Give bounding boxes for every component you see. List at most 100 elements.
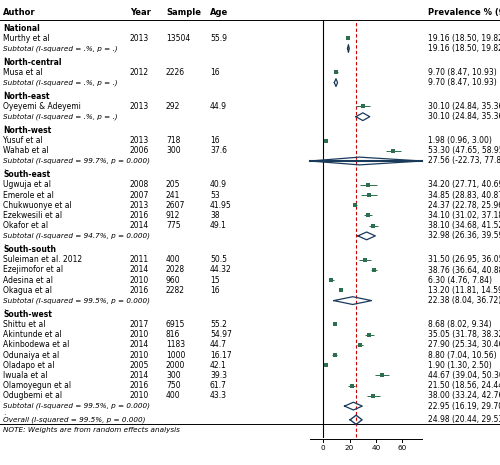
Text: 2016: 2016 [130,211,149,220]
Text: 16: 16 [210,68,220,77]
Text: 34.85 (28.83, 40.87): 34.85 (28.83, 40.87) [428,191,500,199]
Text: Subtotal (I-squared = 99.5%, p = 0.000): Subtotal (I-squared = 99.5%, p = 0.000) [3,403,150,409]
Text: Subtotal (I-squared = 94.7%, p = 0.000): Subtotal (I-squared = 94.7%, p = 0.000) [3,232,150,239]
Text: 22.95 (16.19, 29.70): 22.95 (16.19, 29.70) [428,402,500,411]
Text: Year: Year [130,8,151,17]
Text: 816: 816 [166,330,180,339]
Text: 44.9: 44.9 [210,102,227,111]
Text: 40: 40 [372,445,380,451]
Text: 38: 38 [210,211,220,220]
Text: Subtotal (I-squared = 99.7%, p = 0.000): Subtotal (I-squared = 99.7%, p = 0.000) [3,158,150,164]
Text: South-east: South-east [3,170,50,179]
Text: 0: 0 [321,445,326,451]
Text: North-east: North-east [3,92,50,101]
Text: 55.2: 55.2 [210,320,227,329]
Text: Age: Age [210,8,228,17]
Text: Author: Author [3,8,35,17]
Text: National: National [3,24,40,33]
Text: Yusuf et al: Yusuf et al [3,136,43,145]
Text: 8.68 (8.02, 9.34): 8.68 (8.02, 9.34) [428,320,492,329]
Text: 6.30 (4.76, 7.84): 6.30 (4.76, 7.84) [428,276,492,285]
Text: 241: 241 [166,191,180,199]
Text: .: . [3,51,6,60]
Text: 205: 205 [166,180,180,189]
Text: Subtotal (I-squared = .%, p = .): Subtotal (I-squared = .%, p = .) [3,45,117,52]
Text: 2014: 2014 [130,340,149,349]
Text: 35.05 (31.78, 38.32): 35.05 (31.78, 38.32) [428,330,500,339]
Text: South-west: South-west [3,310,52,319]
Text: 16: 16 [210,136,220,145]
Text: 400: 400 [166,255,180,264]
Text: 61.7: 61.7 [210,381,227,390]
Text: 21.50 (18.56, 24.44): 21.50 (18.56, 24.44) [428,381,500,390]
Text: 2013: 2013 [130,201,149,210]
Text: 9.70 (8.47, 10.93): 9.70 (8.47, 10.93) [428,78,497,87]
Text: 2007: 2007 [130,191,150,199]
Text: 2282: 2282 [166,286,185,295]
Text: 44.32: 44.32 [210,266,232,274]
Text: 2010: 2010 [130,276,149,285]
Text: 775: 775 [166,221,180,230]
Text: 42.1: 42.1 [210,361,227,370]
Text: 2014: 2014 [130,266,149,274]
Text: 2013: 2013 [130,102,149,111]
Text: 53.30 (47.65, 58.95): 53.30 (47.65, 58.95) [428,146,500,155]
Text: 2008: 2008 [130,180,149,189]
Text: 2010: 2010 [130,392,149,400]
Text: 16: 16 [210,286,220,295]
Text: 2226: 2226 [166,68,185,77]
Text: 44.67 (39.04, 50.30): 44.67 (39.04, 50.30) [428,371,500,380]
Text: Odugbemi et al: Odugbemi et al [3,392,62,400]
Text: 30.10 (24.84, 35.36): 30.10 (24.84, 35.36) [428,112,500,121]
Text: Musa et al: Musa et al [3,68,43,77]
Text: 13504: 13504 [166,34,190,43]
Text: Akinbodewa et al: Akinbodewa et al [3,340,70,349]
Text: 30.10 (24.84, 35.36): 30.10 (24.84, 35.36) [428,102,500,111]
Text: Adesina et al: Adesina et al [3,276,53,285]
Text: 2016: 2016 [130,286,149,295]
Text: 2016: 2016 [130,381,149,390]
Text: .: . [3,163,6,173]
Text: Suleiman et al. 2012: Suleiman et al. 2012 [3,255,82,264]
Text: 22.38 (8.04, 36.72): 22.38 (8.04, 36.72) [428,296,500,305]
Text: 2014: 2014 [130,371,149,380]
Text: 38.10 (34.68, 41.52): 38.10 (34.68, 41.52) [428,221,500,230]
Text: .: . [3,238,6,247]
Text: Okagua et al: Okagua et al [3,286,52,295]
Text: 55.9: 55.9 [210,34,227,43]
Text: 2013: 2013 [130,34,149,43]
Text: Okafor et al: Okafor et al [3,221,48,230]
Text: 6915: 6915 [166,320,186,329]
Text: Wahab et al: Wahab et al [3,146,49,155]
Text: Chukwuonye et al: Chukwuonye et al [3,201,72,210]
Text: 1.98 (0.96, 3.00): 1.98 (0.96, 3.00) [428,136,492,145]
Text: 24.98 (20.44, 29.53): 24.98 (20.44, 29.53) [428,415,500,424]
Text: 2005: 2005 [130,361,150,370]
Text: Akintunde et al: Akintunde et al [3,330,62,339]
Text: 16.17: 16.17 [210,351,232,359]
Text: 60: 60 [398,445,407,451]
Text: 31.50 (26.95, 36.05): 31.50 (26.95, 36.05) [428,255,500,264]
Text: 300: 300 [166,146,180,155]
Text: Ugwuja et al: Ugwuja et al [3,180,51,189]
Text: North-central: North-central [3,58,62,66]
Text: 750: 750 [166,381,180,390]
Text: 2017: 2017 [130,320,149,329]
Text: Emerole et al: Emerole et al [3,191,54,199]
Text: Olamoyegun et al: Olamoyegun et al [3,381,71,390]
Text: 49.1: 49.1 [210,221,227,230]
Text: 2607: 2607 [166,201,186,210]
Text: South-south: South-south [3,245,56,254]
Text: .: . [3,408,6,418]
Text: 2013: 2013 [130,136,149,145]
Text: Sample: Sample [166,8,201,17]
Text: 718: 718 [166,136,180,145]
Text: 41.95: 41.95 [210,201,232,210]
Text: 1000: 1000 [166,351,186,359]
Text: 2014: 2014 [130,221,149,230]
Text: Subtotal (I-squared = .%, p = .): Subtotal (I-squared = .%, p = .) [3,113,117,120]
Text: 300: 300 [166,371,180,380]
Text: 39.3: 39.3 [210,371,227,380]
Text: Iwuala et al: Iwuala et al [3,371,48,380]
Text: 38.00 (33.24, 42.76): 38.00 (33.24, 42.76) [428,392,500,400]
